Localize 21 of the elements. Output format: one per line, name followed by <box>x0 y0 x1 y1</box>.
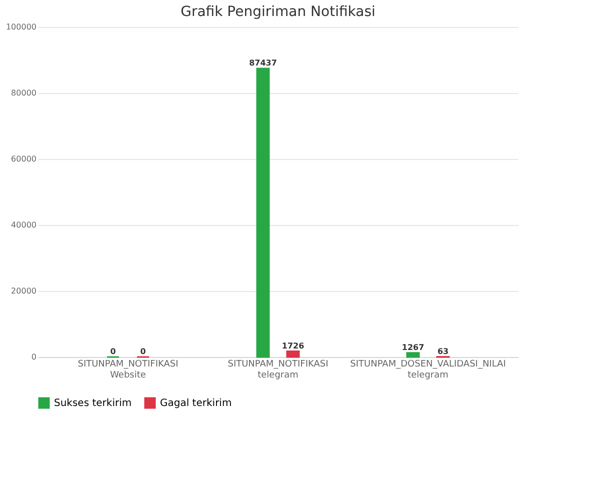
x-tick-label: SITUNPAM_NOTIFIKASI Website <box>78 360 178 380</box>
legend-label: Gagal terkirim <box>160 398 232 409</box>
bar <box>256 68 270 358</box>
data-label: 1267 <box>402 342 424 352</box>
bar <box>406 352 420 358</box>
y-tick-label: 20000 <box>11 286 36 296</box>
y-tick-label: 100000 <box>6 22 36 32</box>
y-tick-label: 80000 <box>11 88 36 98</box>
data-label: 63 <box>437 346 449 356</box>
data-label: 1726 <box>282 341 305 350</box>
legend-label: Sukses terkirim <box>54 398 132 409</box>
y-tick-label: 60000 <box>11 154 36 164</box>
data-label: 0 <box>110 347 116 356</box>
bar <box>286 350 300 358</box>
y-tick-label: 0 <box>31 352 36 362</box>
x-tick-label: SITUNPAM_NOTIFIKASI telegram <box>228 360 328 380</box>
data-label: 87437 <box>249 58 277 68</box>
x-tick-label: SITUNPAM_DOSEN_VALIDASI_NILAI telegram <box>350 360 506 380</box>
y-tick-label: 40000 <box>11 220 36 230</box>
data-label: 0 <box>140 347 146 356</box>
chart-title: Grafik Pengiriman Notifikasi <box>180 4 376 20</box>
